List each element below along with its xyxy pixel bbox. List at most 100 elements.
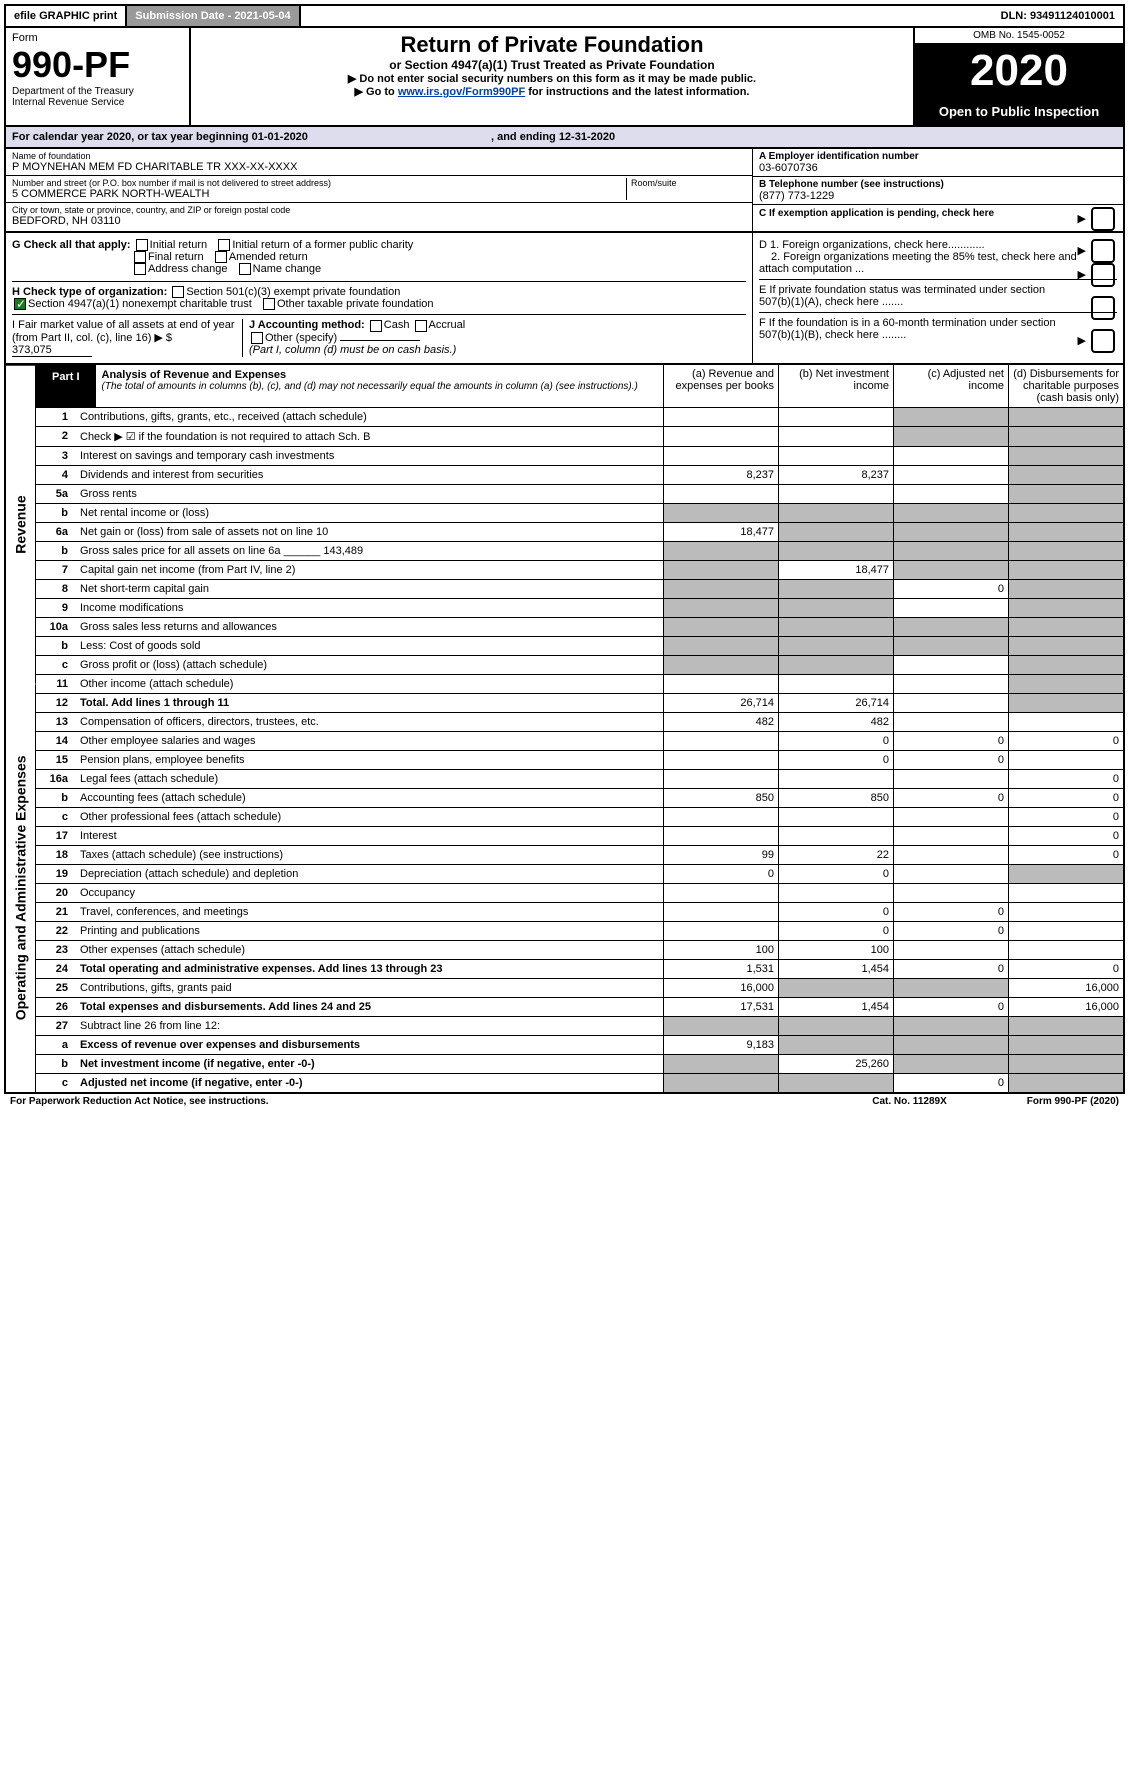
amount-cell	[1008, 504, 1123, 522]
amount-cell	[778, 884, 893, 902]
line-desc: Travel, conferences, and meetings	[74, 903, 663, 921]
amount-cell: 100	[663, 941, 778, 959]
initial-former-checkbox[interactable]	[218, 239, 230, 251]
amount-cell	[1008, 485, 1123, 503]
amount-cell	[663, 447, 778, 465]
final-return-checkbox[interactable]	[134, 251, 146, 263]
paperwork-notice: For Paperwork Reduction Act Notice, see …	[10, 1096, 269, 1107]
j-accrual-checkbox[interactable]	[415, 320, 427, 332]
amount-cell	[893, 656, 1008, 674]
table-row: bAccounting fees (attach schedule)850850…	[36, 788, 1123, 807]
line-desc: Excess of revenue over expenses and disb…	[74, 1036, 663, 1054]
e-label: E If private foundation status was termi…	[759, 284, 1045, 308]
street-address: 5 COMMERCE PARK NORTH-WEALTH	[12, 188, 626, 200]
amount-cell	[1008, 1074, 1123, 1092]
amount-cell	[778, 637, 893, 655]
amount-cell	[893, 637, 1008, 655]
amount-cell	[663, 1055, 778, 1073]
line-number: b	[36, 789, 74, 807]
f-label: F If the foundation is in a 60-month ter…	[759, 317, 1056, 341]
table-row: 25Contributions, gifts, grants paid16,00…	[36, 978, 1123, 997]
d1-label: D 1. Foreign organizations, check here..…	[759, 239, 985, 251]
f-checkbox[interactable]	[1091, 329, 1115, 353]
expenses-sidelabel: Operating and Administrative Expenses	[6, 684, 36, 1092]
ein: 03-6070736	[759, 162, 1117, 174]
amount-cell	[778, 1074, 893, 1092]
amount-cell: 18,477	[778, 561, 893, 579]
line-number: 6a	[36, 523, 74, 541]
table-row: 22Printing and publications00	[36, 921, 1123, 940]
footer: For Paperwork Reduction Act Notice, see …	[4, 1094, 1125, 1109]
line-desc: Depreciation (attach schedule) and deple…	[74, 865, 663, 883]
amount-cell	[1008, 466, 1123, 484]
d1-checkbox[interactable]	[1091, 239, 1115, 263]
open-to-public: Open to Public Inspection	[915, 98, 1123, 125]
table-row: 21Travel, conferences, and meetings00	[36, 902, 1123, 921]
h-other-checkbox[interactable]	[263, 298, 275, 310]
part1-tag: Part I	[36, 365, 96, 407]
line-desc: Pension plans, employee benefits	[74, 751, 663, 769]
amount-cell	[778, 504, 893, 522]
h-4947-checkbox[interactable]	[14, 298, 26, 310]
amount-cell: 0	[893, 960, 1008, 978]
addr-change-checkbox[interactable]	[134, 263, 146, 275]
amount-cell	[778, 1036, 893, 1054]
amount-cell: 0	[893, 732, 1008, 750]
amount-cell: 1,454	[778, 998, 893, 1016]
amount-cell	[893, 941, 1008, 959]
amount-cell: 0	[663, 865, 778, 883]
form-title: Return of Private Foundation	[195, 32, 909, 58]
j-other-checkbox[interactable]	[251, 332, 263, 344]
i-label: I Fair market value of all assets at end…	[12, 319, 235, 344]
amount-cell	[893, 846, 1008, 864]
name-change-checkbox[interactable]	[239, 263, 251, 275]
table-row: bNet rental income or (loss)	[36, 503, 1123, 522]
j-cash-checkbox[interactable]	[370, 320, 382, 332]
line-desc: Interest on savings and temporary cash i…	[74, 447, 663, 465]
table-row: 6aNet gain or (loss) from sale of assets…	[36, 522, 1123, 541]
amount-cell	[778, 447, 893, 465]
amount-cell	[1008, 656, 1123, 674]
amount-cell	[893, 427, 1008, 446]
line-desc: Other income (attach schedule)	[74, 675, 663, 693]
amount-cell: 0	[893, 922, 1008, 940]
line-number: 10a	[36, 618, 74, 636]
line-number: 1	[36, 408, 74, 426]
irs-link[interactable]: www.irs.gov/Form990PF	[398, 86, 525, 98]
amount-cell	[1008, 1017, 1123, 1035]
line-desc: Total operating and administrative expen…	[74, 960, 663, 978]
table-row: cAdjusted net income (if negative, enter…	[36, 1073, 1123, 1092]
d2-checkbox[interactable]	[1091, 263, 1115, 287]
amount-cell: 0	[893, 789, 1008, 807]
amount-cell	[778, 580, 893, 598]
line-number: 7	[36, 561, 74, 579]
amount-cell	[778, 770, 893, 788]
amount-cell	[893, 523, 1008, 541]
amount-cell	[778, 675, 893, 693]
d2-label: 2. Foreign organizations meeting the 85%…	[759, 251, 1077, 275]
line-number: 16a	[36, 770, 74, 788]
table-row: bGross sales price for all assets on lin…	[36, 541, 1123, 560]
h-501c3-checkbox[interactable]	[172, 286, 184, 298]
h-label: H Check type of organization:	[12, 286, 167, 298]
tax-year: 2020	[915, 44, 1123, 98]
amount-cell: 0	[893, 580, 1008, 598]
amount-cell	[663, 675, 778, 693]
line-number: 3	[36, 447, 74, 465]
box-c-checkbox[interactable]	[1091, 207, 1115, 231]
amount-cell	[893, 884, 1008, 902]
amount-cell	[778, 485, 893, 503]
line-desc: Gross sales price for all assets on line…	[74, 542, 663, 560]
amount-cell	[778, 979, 893, 997]
amount-cell	[893, 827, 1008, 845]
amount-cell	[1008, 580, 1123, 598]
omb-no: OMB No. 1545-0052	[915, 28, 1123, 44]
amount-cell	[663, 485, 778, 503]
amended-checkbox[interactable]	[215, 251, 227, 263]
line-number: 20	[36, 884, 74, 902]
initial-return-checkbox[interactable]	[136, 239, 148, 251]
line-number: b	[36, 542, 74, 560]
line-desc: Printing and publications	[74, 922, 663, 940]
line-desc: Contributions, gifts, grants, etc., rece…	[74, 408, 663, 426]
e-checkbox[interactable]	[1091, 296, 1115, 320]
